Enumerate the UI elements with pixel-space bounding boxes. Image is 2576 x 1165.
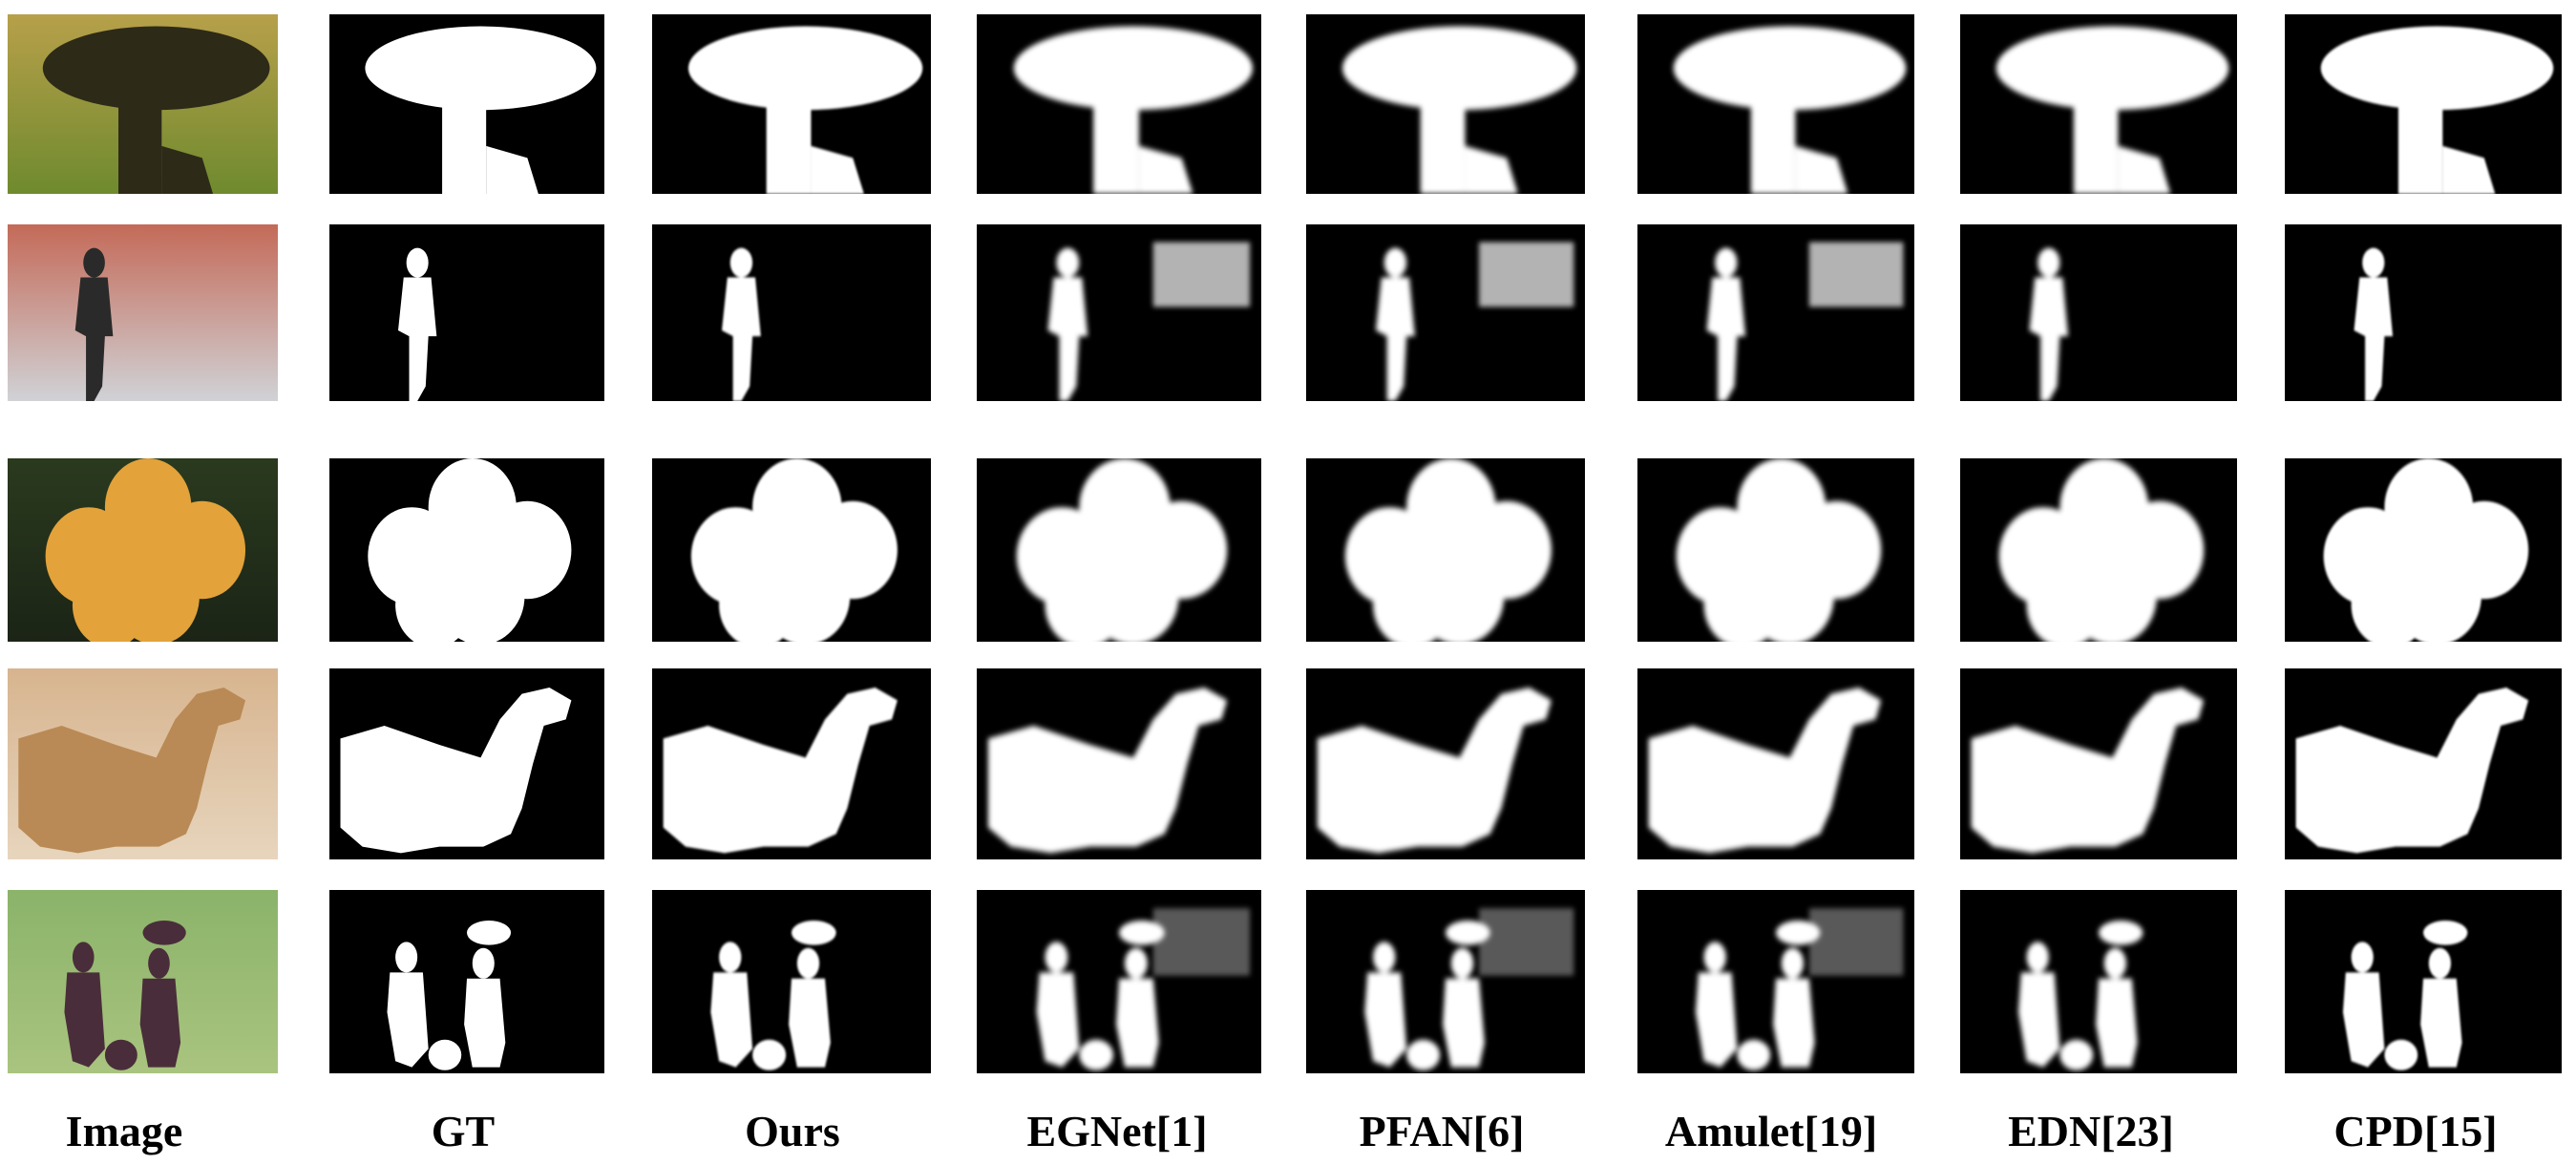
egnet-saliency-map-child-with-hat xyxy=(977,14,1261,194)
gt-saliency-map-child-with-hat xyxy=(329,14,604,194)
gt-saliency-map-butterfly-on-flower xyxy=(329,458,604,642)
pfan-saliency-map-camel xyxy=(1306,668,1585,859)
ours-saliency-map-child-with-hat xyxy=(652,14,931,194)
edn-saliency-map-butterfly-on-flower xyxy=(1960,458,2237,642)
pfan-saliency-map-people-with-umbrella xyxy=(1306,890,1585,1073)
input-image-woman-by-wall xyxy=(8,224,278,401)
ours-saliency-map-people-with-umbrella xyxy=(652,890,931,1073)
column-label-pfan: PFAN[6] xyxy=(1359,1107,1525,1155)
pfan-saliency-map-woman-by-wall xyxy=(1306,224,1585,401)
column-label-ours: Ours xyxy=(745,1107,840,1155)
cpd-saliency-map-camel xyxy=(2285,668,2562,859)
ours-saliency-map-butterfly-on-flower xyxy=(652,458,931,642)
pfan-saliency-map-butterfly-on-flower xyxy=(1306,458,1585,642)
egnet-saliency-map-butterfly-on-flower xyxy=(977,458,1261,642)
amulet-saliency-map-butterfly-on-flower xyxy=(1637,458,1914,642)
column-label-cpd: CPD[15] xyxy=(2333,1107,2498,1155)
egnet-saliency-map-people-with-umbrella xyxy=(977,890,1261,1073)
input-image-people-with-umbrella xyxy=(8,890,278,1073)
edn-saliency-map-camel xyxy=(1960,668,2237,859)
ours-saliency-map-camel xyxy=(652,668,931,859)
input-image-child-with-hat xyxy=(8,14,278,194)
egnet-saliency-map-camel xyxy=(977,668,1261,859)
gt-saliency-map-woman-by-wall xyxy=(329,224,604,401)
egnet-saliency-map-woman-by-wall xyxy=(977,224,1261,401)
edn-saliency-map-people-with-umbrella xyxy=(1960,890,2237,1073)
gt-saliency-map-camel xyxy=(329,668,604,859)
amulet-saliency-map-camel xyxy=(1637,668,1914,859)
ours-saliency-map-woman-by-wall xyxy=(652,224,931,401)
edn-saliency-map-woman-by-wall xyxy=(1960,224,2237,401)
amulet-saliency-map-woman-by-wall xyxy=(1637,224,1914,401)
column-label-gt: GT xyxy=(431,1107,496,1155)
input-image-butterfly-on-flower xyxy=(8,458,278,642)
cpd-saliency-map-people-with-umbrella xyxy=(2285,890,2562,1073)
column-label-image: Image xyxy=(65,1107,183,1155)
edn-saliency-map-child-with-hat xyxy=(1960,14,2237,194)
cpd-saliency-map-butterfly-on-flower xyxy=(2285,458,2562,642)
column-label-edn: EDN[23] xyxy=(2008,1107,2174,1155)
gt-saliency-map-people-with-umbrella xyxy=(329,890,604,1073)
column-label-amulet: Amulet[19] xyxy=(1664,1107,1878,1155)
amulet-saliency-map-child-with-hat xyxy=(1637,14,1914,194)
amulet-saliency-map-people-with-umbrella xyxy=(1637,890,1914,1073)
input-image-camel xyxy=(8,668,278,859)
pfan-saliency-map-child-with-hat xyxy=(1306,14,1585,194)
cpd-saliency-map-child-with-hat xyxy=(2285,14,2562,194)
cpd-saliency-map-woman-by-wall xyxy=(2285,224,2562,401)
column-label-egnet: EGNet[1] xyxy=(1026,1107,1208,1155)
